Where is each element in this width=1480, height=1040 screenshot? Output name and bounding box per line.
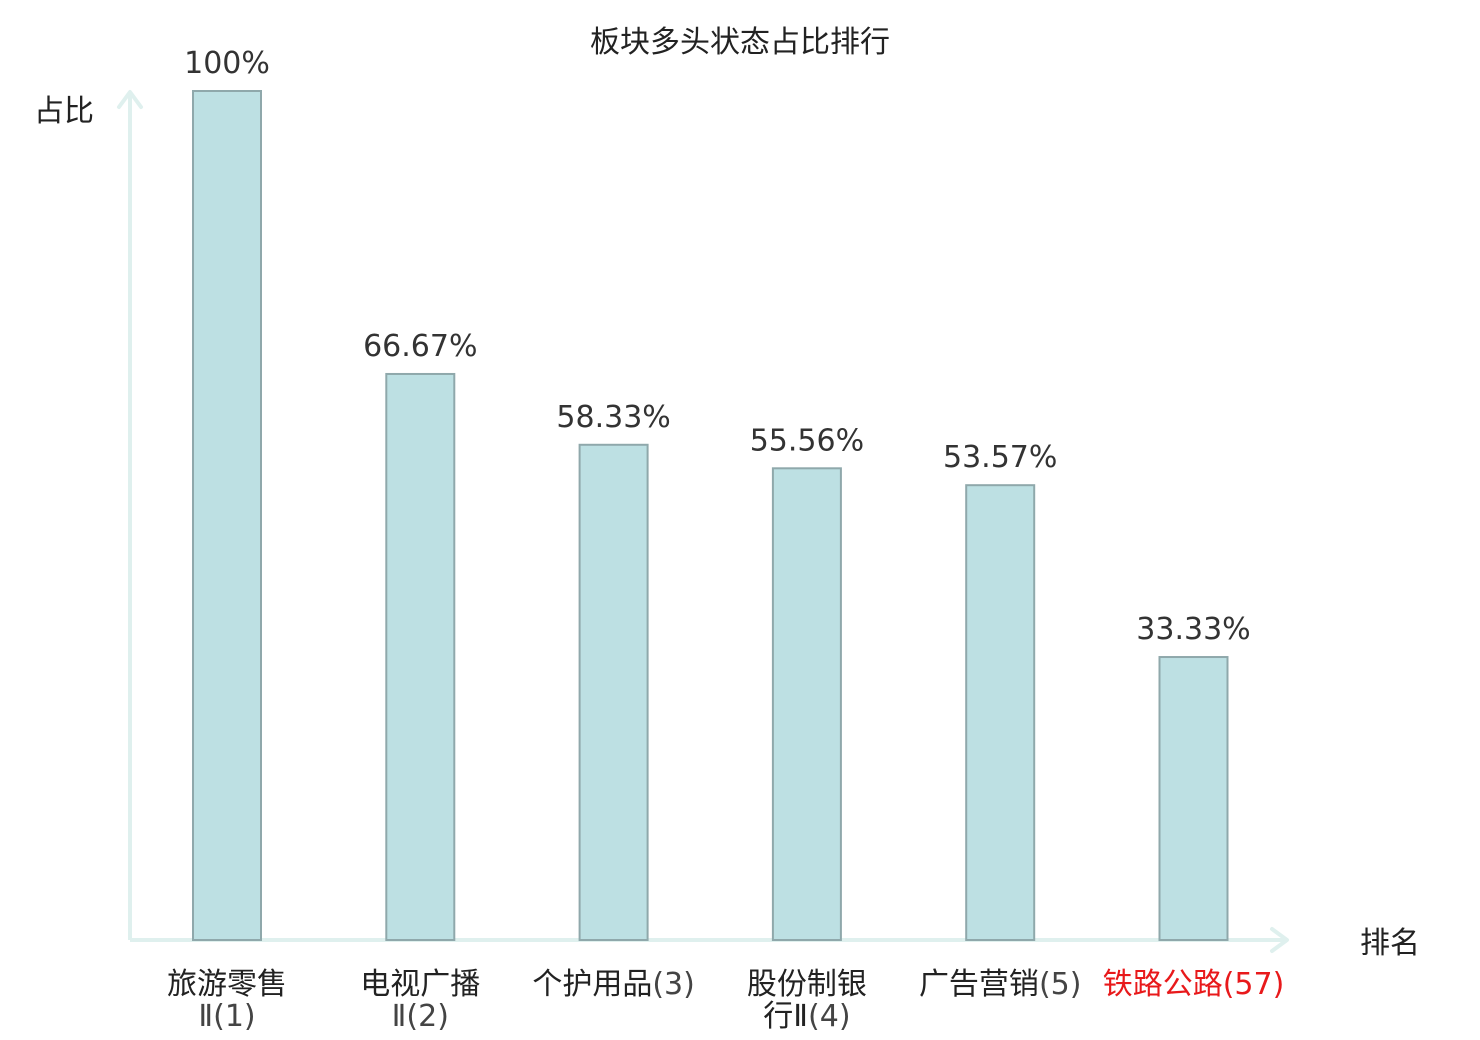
axes <box>117 90 1289 953</box>
value-label-6: 33.33% <box>1136 612 1250 647</box>
bars-group <box>192 90 1229 942</box>
category-name-line: 旅游零售 <box>167 967 287 1002</box>
category-rank: (3) <box>652 967 695 1002</box>
category-rank: (1) <box>213 999 256 1034</box>
category-rank: (4) <box>808 999 851 1034</box>
bar-1 <box>192 90 262 941</box>
category-name-line: Ⅱ <box>392 999 407 1034</box>
category-label-2: 电视广播 Ⅱ(2) <box>360 967 480 1034</box>
y-axis-arrowhead <box>117 90 143 109</box>
category-label-1: 旅游零售 Ⅱ(1) <box>167 967 287 1034</box>
value-label-5: 53.57% <box>943 440 1057 475</box>
category-name-line: 铁路公路 <box>1103 967 1223 1002</box>
y-axis-label: 占比 <box>34 94 94 129</box>
x-axis-arrowhead <box>1270 927 1289 953</box>
bar-4 <box>771 467 842 941</box>
bar-6 <box>1158 656 1229 942</box>
chart-title: 板块多头状态占比排行 <box>590 25 890 60</box>
bar-5 <box>965 484 1036 941</box>
category-rank: (2) <box>406 999 449 1034</box>
value-label-1: 100% <box>184 46 270 81</box>
category-label-6: 铁路公路(57) <box>1103 967 1285 1002</box>
category-name-line: 电视广播 <box>360 967 480 1002</box>
category-name-line: 股份制银 <box>747 967 867 1002</box>
category-label-5: 广告营销(5) <box>919 967 1081 1002</box>
value-label-4: 55.56% <box>750 423 864 458</box>
category-label-3: 个护用品(3) <box>532 967 695 1002</box>
category-rank: (5) <box>1039 967 1082 1002</box>
category-labels-group: 旅游零售 Ⅱ(1)电视广播 Ⅱ(2)个护用品(3) 股份制银行Ⅱ(4)广告营销(5) 铁… <box>167 967 1284 1034</box>
category-name-line: Ⅱ <box>198 999 213 1034</box>
category-name-line: 行Ⅱ <box>763 999 808 1034</box>
category-name-line: 个护用品 <box>532 967 652 1002</box>
value-label-2: 66.67% <box>363 329 477 364</box>
category-rank: (57) <box>1223 967 1285 1002</box>
bar-2 <box>385 372 456 942</box>
category-name-line: 广告营销 <box>919 967 1039 1002</box>
category-label-4: 股份制银行Ⅱ(4) <box>747 967 867 1034</box>
bar-3 <box>578 443 649 941</box>
x-axis-label: 排名 <box>1360 926 1420 961</box>
value-labels-group: 100% 66.67% 58.33% 55.56% 53.57% 33.33% <box>184 46 1251 647</box>
value-label-3: 58.33% <box>556 400 670 435</box>
